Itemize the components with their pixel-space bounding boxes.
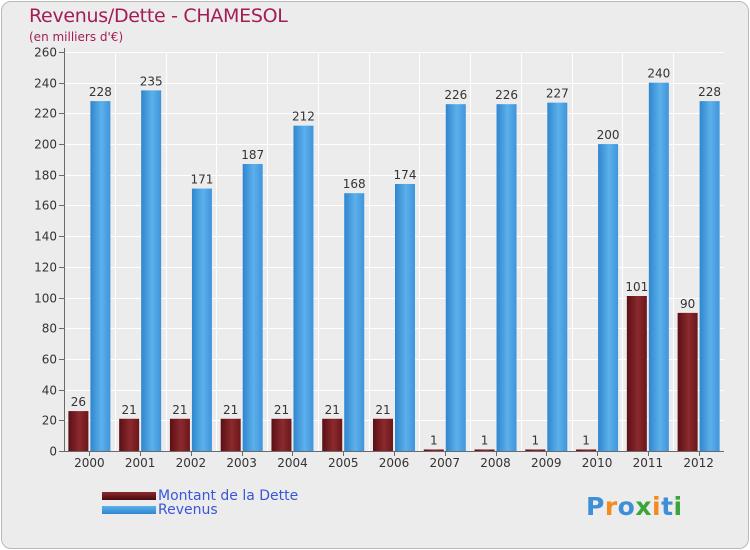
bar-debt-2008 bbox=[474, 449, 495, 451]
x-tick-label: 2000 bbox=[74, 456, 105, 470]
bar-revenus-2003 bbox=[242, 164, 263, 451]
logo-letter: r bbox=[604, 492, 618, 521]
y-tick-label: 160 bbox=[34, 199, 57, 213]
bar-debt-2000 bbox=[68, 411, 89, 451]
y-tick-label: 0 bbox=[49, 445, 57, 459]
bar-debt-2003 bbox=[220, 418, 241, 451]
y-tick-label: 80 bbox=[42, 322, 57, 336]
legend-swatch-revenus bbox=[102, 506, 156, 514]
chart-subtitle: (en milliers d'€) bbox=[29, 30, 124, 44]
bar-revenus-2009 bbox=[547, 102, 568, 452]
bar-debt-2001 bbox=[119, 418, 140, 451]
logo-letter: P bbox=[586, 492, 605, 521]
bar-revenus-2006 bbox=[395, 183, 415, 451]
data-label-revenus: 200 bbox=[597, 128, 620, 142]
data-label-revenus: 228 bbox=[698, 85, 721, 99]
y-tick-label: 260 bbox=[34, 46, 57, 60]
data-label-debt: 21 bbox=[172, 403, 187, 417]
bar-revenus-2012 bbox=[699, 101, 720, 451]
y-tick-label: 40 bbox=[42, 384, 57, 398]
data-label-debt: 21 bbox=[325, 403, 340, 417]
data-label-revenus: 227 bbox=[546, 87, 569, 101]
data-label-revenus: 226 bbox=[444, 88, 467, 102]
bar-revenus-2004 bbox=[293, 125, 314, 452]
x-tick-label: 2011 bbox=[633, 456, 664, 470]
x-tick-label: 2002 bbox=[176, 456, 207, 470]
data-label-debt: 21 bbox=[274, 403, 289, 417]
legend-label-revenus: Revenus bbox=[158, 502, 218, 518]
bar-revenus-2005 bbox=[344, 193, 365, 451]
data-label-revenus: 174 bbox=[394, 168, 417, 182]
bar-debt-2009 bbox=[525, 449, 546, 451]
x-tick-label: 2012 bbox=[683, 456, 714, 470]
bar-revenus-2002 bbox=[191, 188, 212, 452]
x-tick-label: 2005 bbox=[328, 456, 359, 470]
data-label-debt: 101 bbox=[625, 280, 648, 294]
x-tick-label: 2008 bbox=[480, 456, 511, 470]
y-tick-label: 240 bbox=[34, 77, 57, 91]
y-tick-label: 20 bbox=[42, 414, 57, 428]
data-label-revenus: 187 bbox=[241, 148, 264, 162]
bar-debt-2006 bbox=[373, 418, 393, 451]
y-tick-label: 60 bbox=[42, 353, 57, 367]
bar-debt-2004 bbox=[271, 418, 292, 451]
logo-letter: i bbox=[652, 492, 662, 521]
data-label-revenus: 171 bbox=[190, 173, 213, 187]
legend-label-debt: Montant de la Dette bbox=[158, 488, 299, 504]
logo-letter: t bbox=[661, 492, 674, 521]
data-label-revenus: 228 bbox=[89, 85, 112, 99]
chart-title: Revenus/Dette - CHAMESOL bbox=[29, 5, 288, 27]
bar-debt-2005 bbox=[322, 418, 343, 451]
x-tick-label: 2004 bbox=[277, 456, 308, 470]
data-label-revenus: 226 bbox=[495, 88, 518, 102]
x-tick-label: 2010 bbox=[582, 456, 613, 470]
x-tick-label: 2003 bbox=[226, 456, 257, 470]
y-tick-label: 140 bbox=[34, 230, 57, 244]
logo-letter: x bbox=[635, 492, 652, 521]
y-tick-label: 120 bbox=[34, 261, 57, 275]
x-tick-label: 2007 bbox=[429, 456, 460, 470]
legend-swatch-debt bbox=[102, 492, 156, 500]
data-label-debt: 1 bbox=[531, 433, 539, 447]
data-label-revenus: 240 bbox=[647, 67, 670, 81]
data-label-debt: 21 bbox=[375, 403, 390, 417]
x-tick-label: 2001 bbox=[125, 456, 156, 470]
x-tick-label: 2006 bbox=[379, 456, 410, 470]
bar-debt-2010 bbox=[576, 449, 597, 451]
bar-revenus-2010 bbox=[598, 144, 619, 452]
bar-revenus-2008 bbox=[496, 104, 517, 451]
y-tick-label: 220 bbox=[34, 107, 57, 121]
bar-revenus-2011 bbox=[648, 82, 669, 451]
data-label-debt: 90 bbox=[680, 297, 695, 311]
data-label-debt: 1 bbox=[582, 433, 590, 447]
x-tick-label: 2009 bbox=[531, 456, 562, 470]
data-label-debt: 21 bbox=[223, 403, 238, 417]
data-label-revenus: 168 bbox=[343, 177, 366, 191]
bar-revenus-2000 bbox=[90, 101, 111, 451]
bar-revenus-2007 bbox=[445, 104, 466, 451]
legend-item-debt: Montant de la Dette bbox=[102, 488, 298, 504]
bar-revenus-2001 bbox=[141, 90, 162, 451]
proxiti-logo: Proxiti bbox=[586, 492, 683, 521]
y-tick-label: 100 bbox=[34, 292, 57, 306]
legend-item-revenus: Revenus bbox=[102, 502, 218, 518]
logo-letter: o bbox=[617, 492, 636, 521]
data-label-debt: 21 bbox=[122, 403, 137, 417]
logo-letter: i bbox=[673, 492, 683, 521]
data-label-debt: 1 bbox=[481, 433, 489, 447]
data-label-debt: 26 bbox=[71, 395, 86, 409]
bar-debt-2011 bbox=[626, 296, 647, 451]
bar-debt-2007 bbox=[423, 449, 444, 451]
bar-debt-2002 bbox=[169, 418, 190, 451]
data-label-revenus: 212 bbox=[292, 110, 315, 124]
y-tick-label: 200 bbox=[34, 138, 57, 152]
data-label-debt: 1 bbox=[430, 433, 438, 447]
data-label-revenus: 235 bbox=[140, 74, 163, 88]
bar-debt-2012 bbox=[677, 312, 698, 451]
y-tick-label: 180 bbox=[34, 169, 57, 183]
